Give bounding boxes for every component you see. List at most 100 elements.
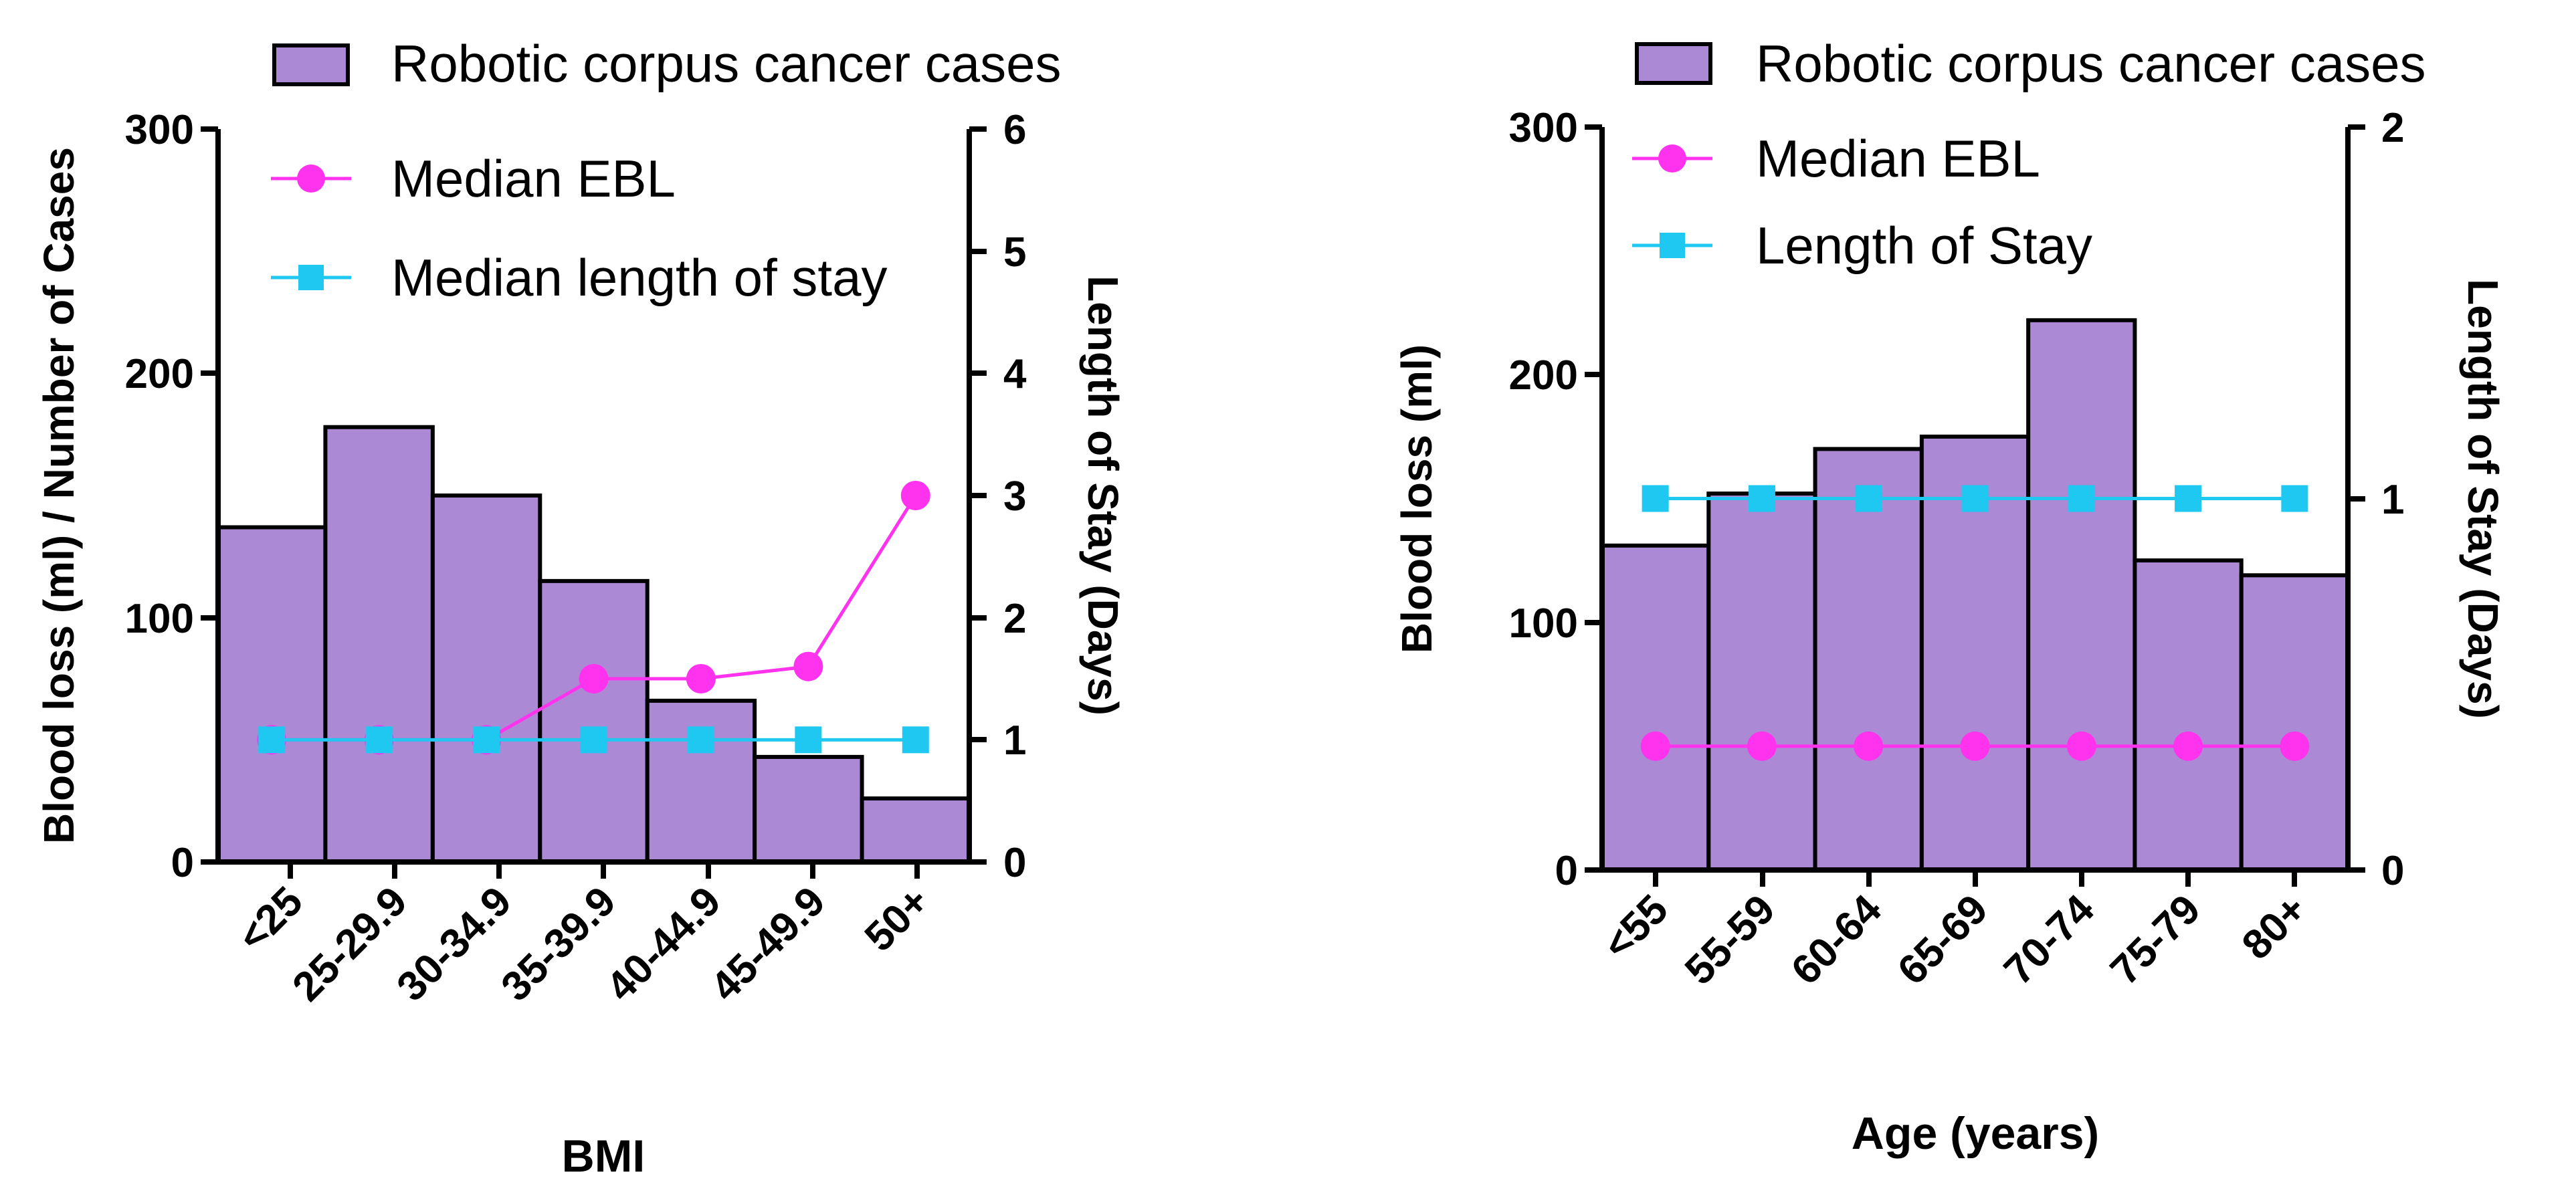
x-tick-label: <25	[229, 878, 312, 960]
y2-tick-label: 2	[1003, 596, 1026, 642]
marker-median-ebl	[2066, 731, 2096, 761]
x-tick-label: 45-49.9	[702, 878, 833, 1010]
y2-tick-label: 4	[1003, 351, 1027, 397]
marker-length-of-stay	[2068, 485, 2095, 512]
bar-30-34.9	[430, 494, 542, 864]
bar-35-39.9	[538, 578, 650, 864]
marker-median-ebl	[579, 664, 609, 693]
marker-length-of-stay	[1961, 485, 1989, 512]
y2-tick-label: 2	[2381, 105, 2404, 151]
marker-median-ebl	[900, 481, 930, 510]
marker-median-ebl	[686, 664, 716, 693]
y2-tick-label: 1	[1003, 718, 1026, 764]
y-tick-label: 0	[171, 840, 194, 886]
x-tick-label: <55	[1595, 886, 1677, 968]
y2-axis-title: Length of Stay (Days)	[2459, 279, 2507, 719]
marker-median-length-of-stay	[365, 726, 393, 754]
legend-swatch-bars	[1635, 42, 1712, 85]
marker-length-of-stay	[1748, 485, 1775, 512]
marker-median-length-of-stay	[687, 726, 714, 754]
x-tick-label: 35-39.9	[492, 878, 624, 1010]
y2-tick-label: 3	[1003, 473, 1026, 520]
y-axis-title: Blood loss (ml)	[1393, 344, 1441, 653]
y-axis-title: Blood loss (ml) / Number of Cases	[35, 147, 83, 844]
marker-length-of-stay	[1642, 485, 1669, 512]
bars-group	[216, 425, 971, 864]
legend: Robotic corpus cancer cases Median EBL L…	[1632, 34, 2425, 275]
x-tick-label: 70-74	[1995, 886, 2103, 994]
marker-median-ebl	[793, 651, 823, 681]
bar-55-59	[1706, 492, 1817, 872]
legend-swatch-bars	[272, 43, 350, 86]
bar-50+	[860, 796, 971, 864]
x-tick-label: 50+	[856, 878, 938, 960]
y-tick-label: 100	[1509, 600, 1578, 647]
marker-median-ebl	[1747, 731, 1777, 761]
legend-marker-los	[1660, 233, 1685, 258]
legend-marker-los	[298, 265, 324, 290]
bar-75-79	[2133, 558, 2244, 872]
x-axis: <25 25-29.9 30-34.9 35-39.9 40-44.9 45-4…	[218, 859, 969, 1010]
y-axis-right: 0 1 2	[2345, 105, 2404, 894]
marker-median-ebl	[1640, 731, 1670, 761]
marker-median-ebl	[1960, 731, 1990, 761]
bar-40-44.9	[645, 698, 757, 864]
x-axis-title: Age (years)	[1852, 1108, 2099, 1159]
bar-<25	[216, 525, 328, 864]
y-axis-left: 0 100 200 300	[125, 107, 221, 886]
marker-median-ebl	[1854, 731, 1884, 761]
y-tick-label: 200	[125, 351, 194, 397]
marker-median-length-of-stay	[580, 726, 607, 754]
y-tick-label: 300	[1509, 105, 1578, 151]
legend-marker-ebl	[297, 165, 325, 193]
x-tick-label: 40-44.9	[597, 878, 729, 1010]
x-tick-label: 60-64	[1783, 886, 1890, 994]
marker-length-of-stay	[1855, 485, 1882, 512]
x-axis: <55 55-59 60-64 65-69 70-74 75-79 80+	[1595, 867, 2348, 994]
y-tick-label: 100	[125, 596, 194, 642]
marker-median-length-of-stay	[473, 726, 500, 754]
legend-label: Length of Stay	[1756, 216, 2092, 275]
marker-length-of-stay	[2175, 485, 2202, 512]
chart-age: 0 100 200 300 0 1 2	[1393, 34, 2507, 1159]
chart-bmi: 0 100 200 300 0 1 2 3 4 5 6	[35, 34, 1127, 1182]
y-axis-right: 0 1 2 3 4 5 6	[967, 107, 1027, 886]
y-tick-label: 0	[1555, 848, 1578, 894]
marker-median-length-of-stay	[258, 726, 286, 754]
marker-median-ebl	[2280, 731, 2310, 761]
bar-70-74	[2026, 318, 2137, 872]
legend-label: Median EBL	[1756, 129, 2040, 188]
legend: Robotic corpus cancer cases Median EBL M…	[271, 34, 1061, 307]
x-tick-label: 30-34.9	[388, 878, 520, 1010]
y-tick-label: 300	[125, 107, 194, 153]
bars-group	[1600, 318, 2351, 872]
marker-median-length-of-stay	[902, 726, 929, 754]
y2-axis-title: Length of Stay (Days)	[1079, 276, 1127, 716]
bar-25-29.9	[323, 425, 435, 864]
y2-tick-label: 6	[1003, 107, 1026, 153]
y2-tick-label: 5	[1003, 229, 1026, 276]
lines-group	[1640, 485, 2310, 761]
x-axis-title: BMI	[562, 1131, 646, 1182]
marker-length-of-stay	[2281, 485, 2308, 512]
y2-tick-label: 0	[1003, 840, 1026, 886]
bar-80+	[2239, 573, 2351, 872]
y2-tick-label: 0	[2381, 848, 2404, 894]
legend-label: Median EBL	[391, 149, 676, 208]
marker-median-length-of-stay	[795, 726, 822, 754]
y-tick-label: 200	[1509, 352, 1578, 399]
bar-60-64	[1813, 447, 1924, 872]
x-tick-label: 75-79	[2102, 886, 2209, 994]
legend-marker-ebl	[1658, 144, 1686, 173]
y2-tick-label: 1	[2381, 477, 2404, 523]
marker-median-ebl	[2173, 731, 2203, 761]
legend-label: Robotic corpus cancer cases	[1756, 34, 2425, 93]
x-tick-label: 55-59	[1676, 886, 1784, 994]
bar-<55	[1600, 543, 1711, 872]
x-tick-label: 80+	[2234, 886, 2316, 968]
x-tick-label: 25-29.9	[284, 878, 415, 1010]
y-axis-left: 0 100 200 300	[1509, 105, 1605, 894]
legend-label: Robotic corpus cancer cases	[391, 34, 1061, 93]
lines-group	[257, 481, 930, 755]
